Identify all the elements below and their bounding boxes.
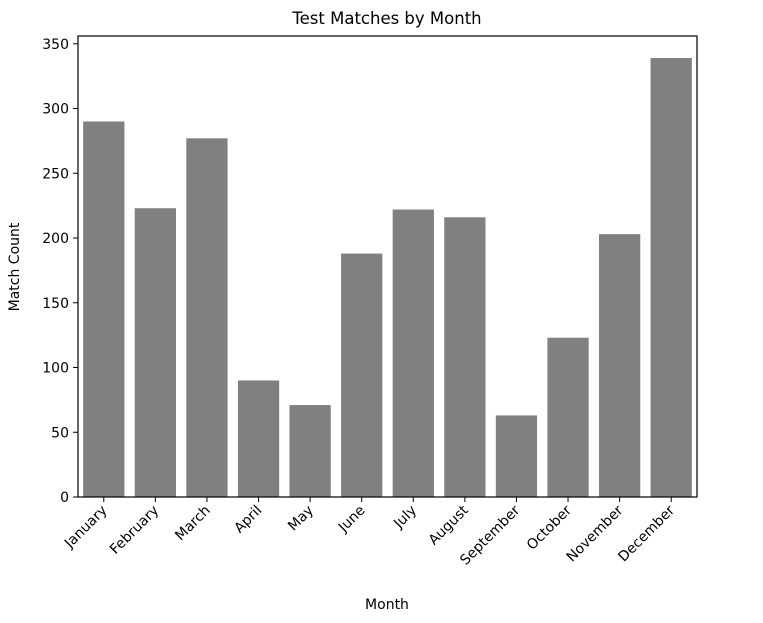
x-tick-label: May [285, 503, 317, 535]
y-tick-label: 300 [42, 102, 69, 118]
bar-march [186, 138, 228, 497]
bar-april [237, 380, 280, 497]
y-tick-label: 350 [42, 37, 69, 53]
x-axis-label: Month [365, 597, 409, 613]
y-tick-label: 0 [60, 490, 69, 506]
x-tick-label: June [335, 503, 369, 537]
bar-september [495, 415, 538, 497]
y-axis-label: Match Count [7, 222, 23, 311]
y-tick-label: 50 [51, 425, 69, 441]
x-tick-label: October [524, 502, 575, 553]
bar-january [83, 121, 125, 497]
x-tick-label: August [426, 502, 472, 548]
chart-title: Test Matches by Month [291, 9, 481, 28]
plot-frame [77, 35, 698, 498]
bar-december [650, 58, 692, 498]
bar-february [134, 208, 177, 497]
bar-october [547, 337, 589, 497]
bar-june [341, 253, 383, 497]
x-tick-label: December [615, 502, 678, 565]
y-tick-label: 100 [42, 361, 69, 377]
x-tick-label: March [172, 503, 213, 544]
bar-july [392, 209, 434, 498]
bar-may [289, 405, 331, 497]
bar-november [598, 234, 641, 497]
x-tick-label: April [231, 503, 265, 537]
y-axis: 0 50 100 150 200 250 300 350 [42, 37, 78, 506]
y-tick-label: 150 [42, 296, 69, 312]
x-tick-label: July [390, 503, 420, 533]
bar-august [444, 217, 486, 498]
y-tick-label: 200 [42, 231, 69, 247]
y-tick-label: 250 [42, 166, 69, 182]
x-tick-label: February [107, 503, 162, 558]
bars-group [83, 58, 692, 498]
x-tick-label: January [61, 503, 111, 553]
